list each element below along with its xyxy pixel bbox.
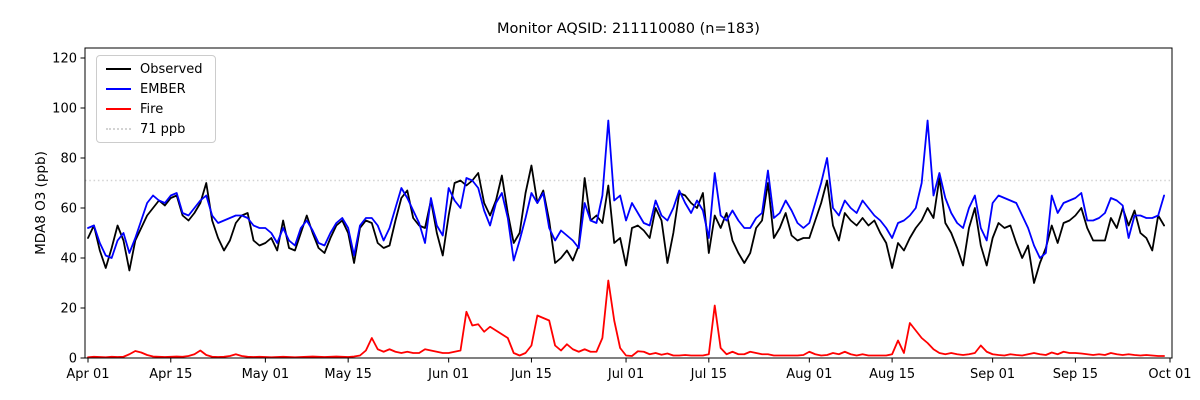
chart-title: Monitor AQSID: 211110080 (n=183)	[497, 21, 760, 37]
threshold-line-swatch	[106, 128, 131, 130]
x-tick-label: Apr 01	[66, 367, 109, 382]
legend-item-fire: Fire	[106, 101, 203, 117]
y-tick-label: 60	[60, 202, 77, 217]
legend-label-observed: Observed	[140, 61, 203, 77]
x-tick-label: Sep 01	[970, 367, 1015, 382]
fire-line	[87, 279, 1165, 359]
y-tick-label: 0	[69, 352, 77, 367]
axes-box	[84, 47, 1173, 359]
legend-label-fire: Fire	[140, 101, 164, 117]
observed-line-swatch	[106, 68, 131, 70]
x-tick-label: Jul 01	[607, 367, 644, 382]
x-tick-label: May 15	[324, 367, 372, 382]
legend-item-ember: EMBER	[106, 81, 203, 97]
x-tick-label: Oct 01	[1148, 367, 1191, 382]
y-tick-label: 120	[52, 52, 77, 67]
y-tick-label: 80	[60, 152, 77, 167]
ember-line	[87, 119, 1165, 262]
x-tick-label: Jun 01	[427, 367, 469, 382]
ember-line-swatch	[106, 88, 131, 90]
legend-item-threshold: 71 ppb	[106, 121, 203, 137]
x-tick-label: Aug 15	[869, 367, 915, 382]
x-tick-label: May 01	[242, 367, 290, 382]
x-tick-label: Apr 15	[149, 367, 192, 382]
legend-item-observed: Observed	[106, 61, 203, 77]
y-tick-label: 20	[60, 302, 77, 317]
x-tick-label: Jun 15	[510, 367, 552, 382]
legend-label-threshold: 71 ppb	[140, 121, 186, 137]
y-axis-label: MDA8 O3 (ppb)	[33, 151, 49, 255]
x-tick-label: Jul 15	[690, 367, 727, 382]
legend: Observed EMBER Fire 71 ppb	[96, 55, 216, 143]
observed-line	[87, 164, 1165, 284]
fire-line-swatch	[106, 108, 131, 110]
legend-label-ember: EMBER	[140, 81, 186, 97]
x-tick-label: Sep 15	[1053, 367, 1098, 382]
y-tick-label: 40	[60, 252, 77, 267]
y-tick-label: 100	[52, 102, 77, 117]
x-tick-label: Aug 01	[786, 367, 832, 382]
